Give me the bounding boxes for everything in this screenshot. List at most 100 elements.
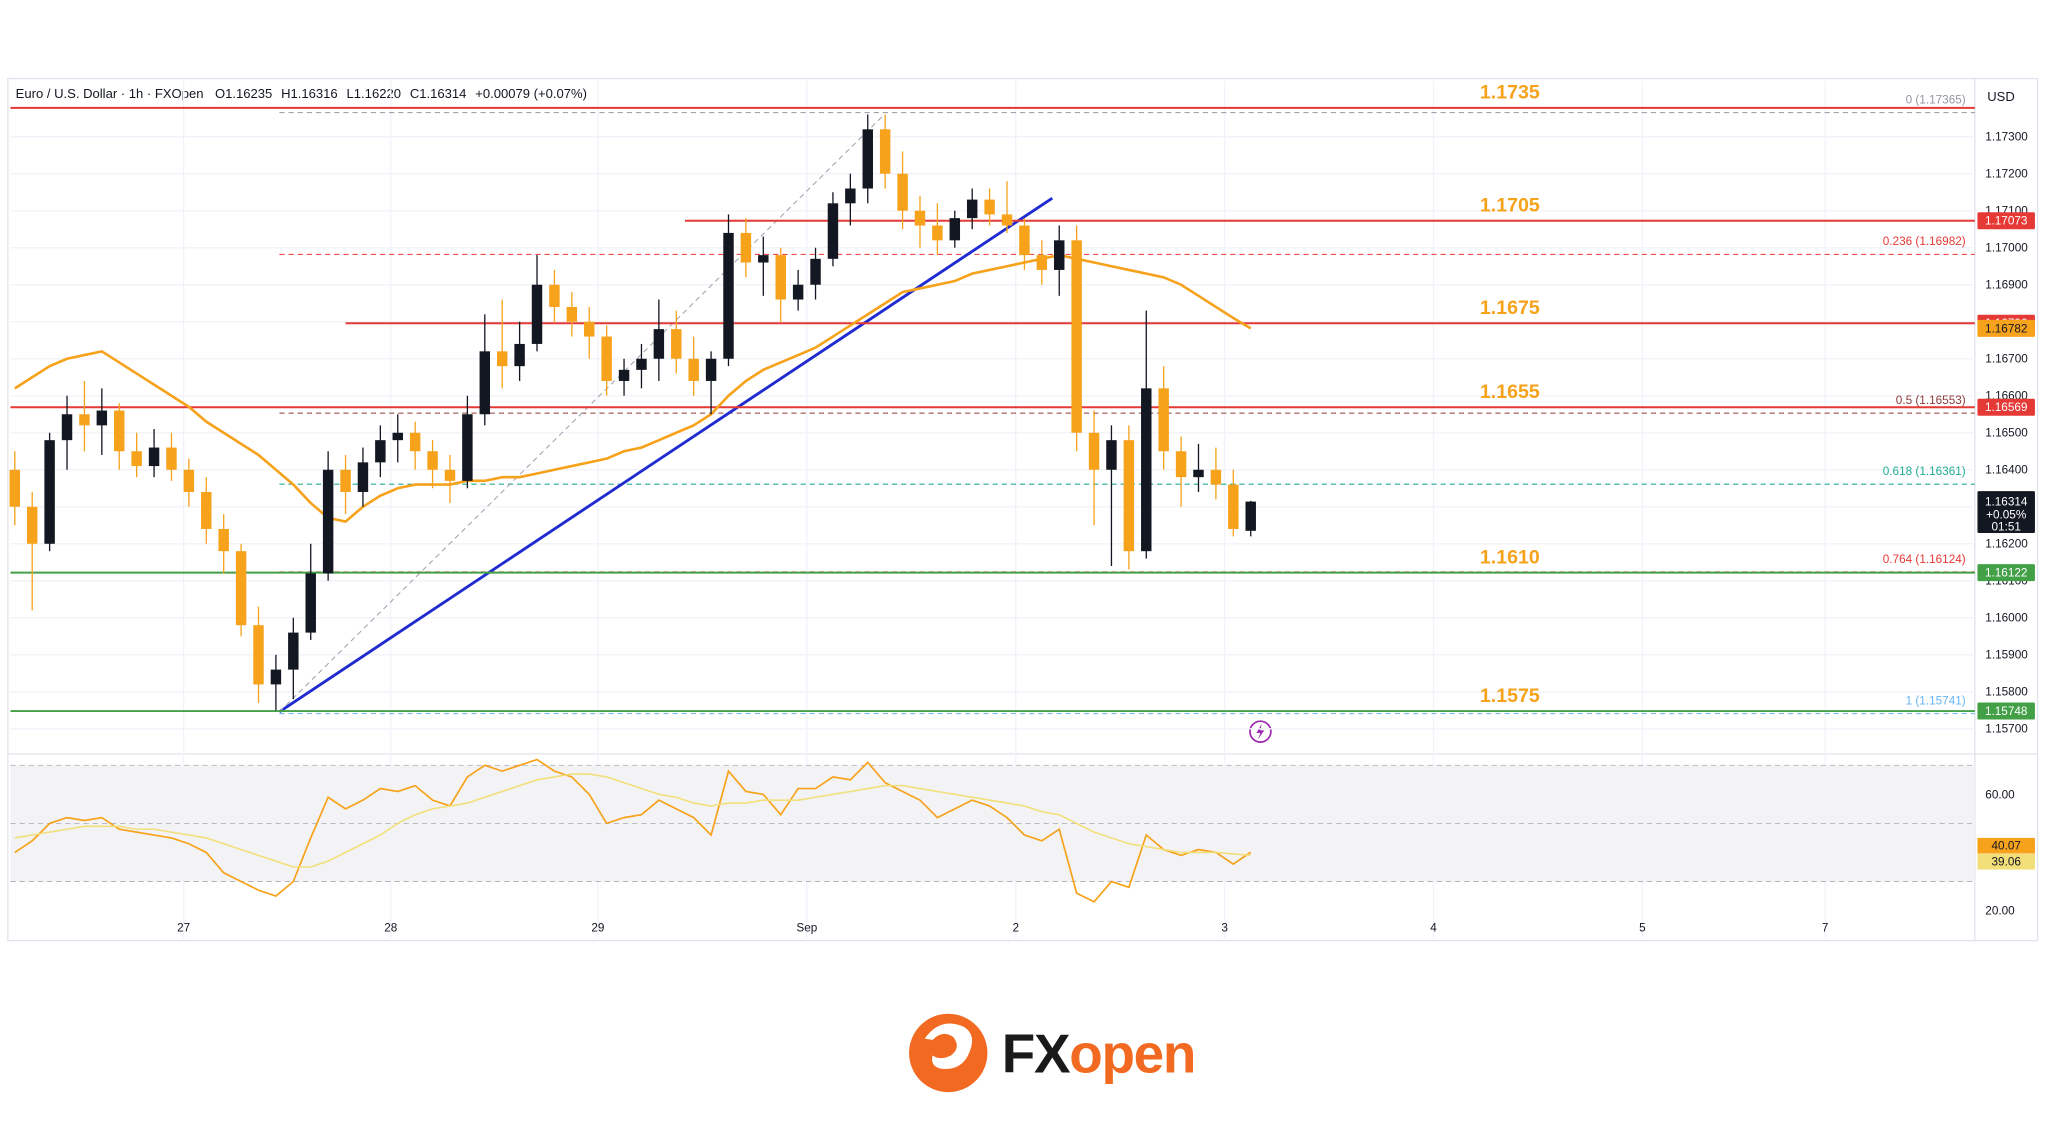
price-badge — [1977, 702, 2035, 720]
rsi-badge — [1977, 837, 2035, 854]
rsi-tick-label: 60.00 — [1985, 788, 2015, 801]
x-tick-label: 4 — [1430, 921, 1437, 934]
price-badge-text: 1.16122 — [1985, 567, 2027, 580]
last-price-badge — [1977, 491, 2035, 533]
logo-text: FXopen — [1002, 1023, 1195, 1085]
candle-body — [375, 440, 386, 463]
ohlc-high: H1.16316 — [281, 86, 338, 101]
candle-body — [862, 129, 873, 189]
event-icon[interactable] — [1249, 720, 1272, 743]
logo-dragon — [924, 1023, 973, 1069]
ohlc-open: O1.16235 — [215, 86, 272, 101]
y-tick-label: 1.15700 — [1985, 723, 2028, 736]
candle-body — [9, 469, 21, 507]
trend-line — [279, 116, 883, 713]
symbol-title: Euro / U.S. Dollar · 1h · FXOpen — [16, 86, 204, 101]
candle-body — [1141, 388, 1152, 552]
fib-label: 0.5 (1.16553) — [1896, 394, 1966, 407]
price-badge-text: 1.17073 — [1985, 215, 2028, 228]
candle-body — [44, 440, 55, 544]
candle-body — [932, 225, 943, 241]
candle-body — [183, 469, 195, 492]
x-tick-label: 29 — [591, 921, 604, 934]
candle-body — [845, 188, 856, 204]
candle-body — [1019, 225, 1030, 256]
candle-body — [1071, 240, 1082, 433]
candle-body — [1175, 451, 1187, 478]
candle-body — [775, 255, 786, 300]
y-tick-label: 1.15800 — [1985, 686, 2028, 699]
candle-body — [636, 358, 647, 370]
candle-body — [357, 462, 369, 492]
y-tick-label: 1.16900 — [1985, 279, 2028, 292]
x-tick-label: 5 — [1639, 921, 1646, 934]
candle-body — [549, 284, 560, 307]
rsi-tick-label: 20.00 — [1985, 904, 2015, 917]
price-badge — [1977, 398, 2035, 416]
level-label: 1.1655 — [1480, 381, 1540, 403]
rsi-badge-text: 39.06 — [1992, 856, 2022, 869]
candle-body — [392, 432, 403, 441]
rsi-badge — [1977, 853, 2035, 870]
candle-body — [409, 432, 421, 452]
event-icon-bolt — [1256, 723, 1265, 740]
level-label: 1.1705 — [1480, 195, 1540, 217]
candle-body — [531, 284, 543, 344]
candle-body — [1001, 214, 1013, 226]
y-tick-label: 1.15900 — [1985, 649, 2028, 662]
y-tick-label: 1.17300 — [1985, 131, 2028, 144]
countdown: 01:51 — [1992, 520, 2021, 533]
candle-body — [218, 528, 229, 552]
x-tick-label: 3 — [1221, 921, 1228, 934]
level-label: 1.1735 — [1480, 82, 1540, 104]
candle-body — [166, 447, 177, 470]
candle-body — [618, 369, 630, 381]
y-tick-label: 1.16200 — [1985, 538, 2028, 551]
candle-body — [462, 414, 473, 481]
rsi-badge-text: 40.07 — [1992, 840, 2021, 853]
fib-label: 1 (1.15741) — [1906, 694, 1966, 707]
candle-body — [584, 321, 595, 337]
price-badge — [1977, 564, 2035, 582]
candle-body — [601, 336, 612, 381]
rsi-line — [14, 758, 1252, 903]
candle-body — [1036, 255, 1048, 270]
candle-body — [1228, 484, 1239, 529]
candle-body — [897, 173, 908, 211]
ohlc-close: C1.16314 — [410, 86, 467, 101]
x-tick-label: 28 — [384, 921, 398, 934]
candle-body — [1106, 440, 1117, 470]
price-badge — [1977, 212, 2035, 230]
x-tick-label: 7 — [1822, 921, 1829, 934]
candle-body — [96, 410, 108, 426]
candle-body — [966, 199, 978, 219]
y-tick-label: 1.16700 — [1985, 353, 2028, 366]
y-tick-label: 1.16000 — [1985, 612, 2028, 625]
ohlc-low: L1.16220 — [347, 86, 401, 101]
last-price: 1.16314 — [1985, 496, 2028, 509]
price-badge-text: 1.16569 — [1985, 401, 2027, 414]
candle-body — [827, 203, 839, 259]
x-tick-label: Sep — [796, 921, 817, 934]
candle-body — [288, 632, 299, 670]
candle-body — [322, 469, 334, 574]
candle-body — [1088, 432, 1100, 470]
currency: USD — [1987, 89, 2015, 104]
candle-body — [1158, 388, 1169, 452]
candle-body — [688, 358, 699, 381]
level-label: 1.1610 — [1480, 547, 1540, 569]
logo-open: open — [1069, 1023, 1195, 1085]
candle-body — [514, 343, 525, 367]
candle-body — [879, 129, 891, 174]
fib-label: 0.236 (1.16982) — [1883, 235, 1966, 248]
trend-line — [278, 196, 1054, 713]
candle-body — [653, 329, 665, 359]
candle-body — [810, 258, 821, 285]
candle-body — [444, 469, 456, 481]
candle-body — [201, 491, 212, 529]
candle-body — [1054, 240, 1065, 270]
y-tick-label: 1.17200 — [1985, 168, 2028, 181]
x-tick-label: 2 — [1012, 921, 1019, 934]
level-label: 1.1575 — [1480, 685, 1540, 707]
